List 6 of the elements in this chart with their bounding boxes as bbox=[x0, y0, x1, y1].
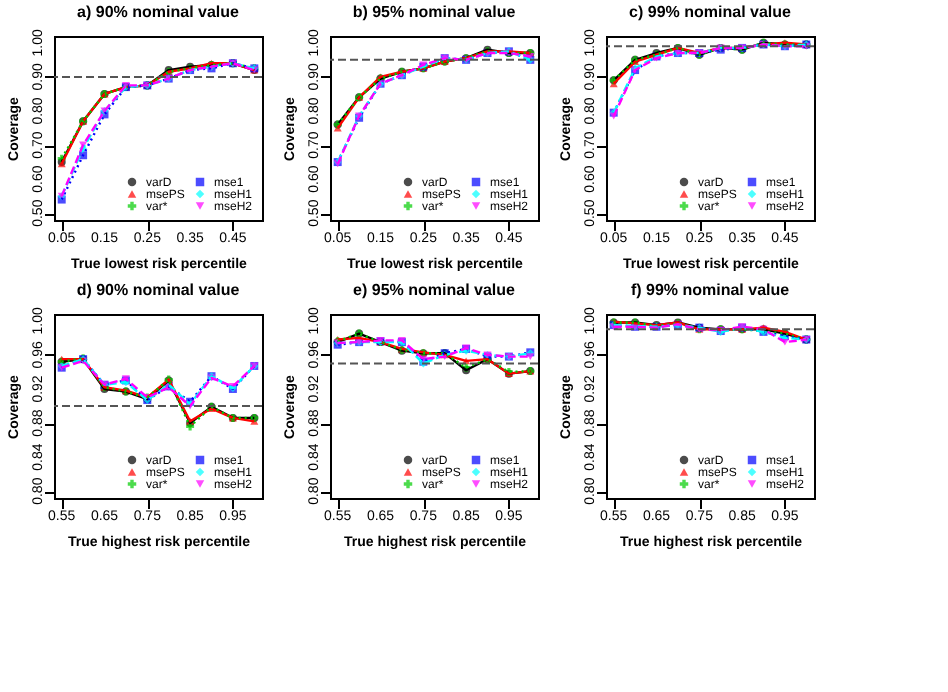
chart-title: c) 99% nominal value bbox=[629, 3, 793, 22]
chart-title: d) 90% nominal value bbox=[76, 281, 241, 300]
chart-title: a) 90% nominal value bbox=[77, 3, 241, 22]
chart-title: b) 95% nominal value bbox=[352, 3, 517, 22]
chart-title: f) 99% nominal value bbox=[630, 281, 791, 300]
chart-title: e) 95% nominal value bbox=[353, 281, 517, 300]
